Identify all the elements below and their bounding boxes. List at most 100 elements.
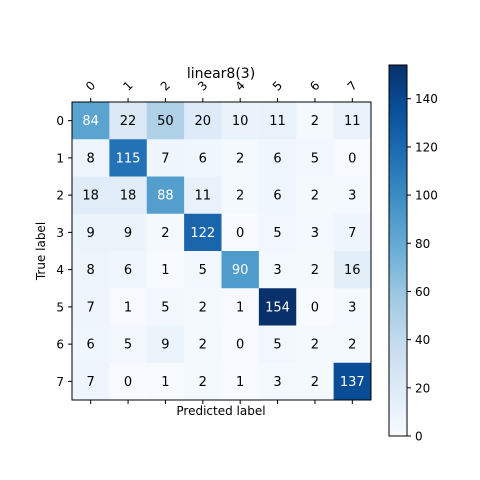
cell-value-label: 6 <box>199 151 207 166</box>
heatmap-cell <box>109 139 148 177</box>
cell-value-label: 2 <box>236 151 244 166</box>
cell-value-label: 122 <box>190 226 215 241</box>
heatmap-cell <box>296 102 335 140</box>
cell-value-label: 0 <box>348 151 356 166</box>
colorbar-gradient <box>389 65 407 436</box>
heatmap-cell <box>109 325 148 364</box>
heatmap-cell <box>146 325 185 364</box>
heatmap-cell <box>184 102 222 140</box>
x-tick-label: 2 <box>158 78 173 93</box>
heatmap-cell <box>72 288 110 326</box>
cell-value-label: 6 <box>273 151 281 166</box>
cell-value-label: 11 <box>195 189 212 204</box>
colorbar-tick-label: 60 <box>415 285 430 299</box>
heatmap-cell <box>72 251 110 289</box>
heatmap-cell <box>296 325 335 364</box>
cell-value-label: 0 <box>311 300 319 315</box>
heatmap-cell <box>72 325 110 364</box>
x-tick-label: 0 <box>83 78 98 93</box>
heatmap-cell <box>109 251 148 289</box>
heatmap-cell <box>221 176 260 215</box>
heatmap-cell <box>72 213 110 252</box>
y-tick-label: 3 <box>56 226 64 240</box>
heatmap-cell <box>146 288 185 326</box>
cell-value-label: 1 <box>161 375 169 390</box>
heatmap-cell <box>296 251 335 289</box>
heatmap-cell <box>109 102 148 140</box>
y-tick-label: 7 <box>56 375 64 389</box>
cell-value-label: 2 <box>348 338 356 353</box>
heatmap-cells: 84 22 50 20 10 11 2 118 115 7 6 2 6 5 018 18 88 11 2 6 2 39 9 2… <box>72 102 372 401</box>
cell-value-label: 0 <box>236 338 244 353</box>
cell-value-label: 9 <box>87 226 95 241</box>
heatmap-cell <box>184 251 222 289</box>
heatmap-cell <box>146 362 185 401</box>
heatmap-cell <box>333 139 372 177</box>
cell-value-label: 11 <box>269 114 286 129</box>
y-axis-label: True label <box>34 222 48 281</box>
heatmap-cell <box>296 288 335 326</box>
cell-value-label: 90 <box>232 263 249 278</box>
heatmap-cell <box>184 325 222 364</box>
heatmap-cell <box>72 139 110 177</box>
cell-value-label: 16 <box>344 263 361 278</box>
y-tick-label: 4 <box>56 263 64 277</box>
cell-value-label: 22 <box>120 114 137 129</box>
heatmap-cell <box>221 325 260 364</box>
cell-value-label: 6 <box>124 263 132 278</box>
heatmap-cell <box>258 251 297 289</box>
heatmap-cell <box>296 213 335 252</box>
cell-value-label: 8 <box>87 263 95 278</box>
cell-value-label: 7 <box>161 151 169 166</box>
cell-value-label: 6 <box>87 338 95 353</box>
heatmap-cell <box>221 362 260 401</box>
cell-value-label: 18 <box>120 189 137 204</box>
cell-value-label: 0 <box>236 226 244 241</box>
colorbar-tick-label: 0 <box>415 430 423 444</box>
heatmap-cell <box>258 176 297 215</box>
cell-value-label: 2 <box>199 338 207 353</box>
heatmap-cell <box>333 251 372 289</box>
heatmap-cell <box>258 325 297 364</box>
cell-value-label: 50 <box>157 114 174 129</box>
y-axis-ticks: 0 1 2 3 4 5 6 7 <box>56 114 72 389</box>
heatmap-cell <box>333 176 372 215</box>
heatmap-cell <box>146 213 185 252</box>
cell-value-label: 3 <box>273 263 281 278</box>
heatmap-cell <box>258 139 297 177</box>
cell-value-label: 2 <box>236 189 244 204</box>
heatmap-cell <box>72 176 110 215</box>
heatmap-cell <box>184 362 222 401</box>
cell-value-label: 3 <box>311 226 319 241</box>
heatmap-cell <box>72 102 110 140</box>
heatmap-cell <box>333 102 372 140</box>
heatmap-cell <box>333 288 372 326</box>
y-tick-label: 1 <box>56 151 64 165</box>
cell-value-label: 6 <box>273 189 281 204</box>
heatmap-cell <box>184 139 222 177</box>
plot-frame <box>71 101 372 401</box>
cell-value-label: 84 <box>82 114 99 129</box>
cell-value-label: 5 <box>273 338 281 353</box>
heatmap-cell <box>146 176 185 215</box>
heatmap-cell <box>184 176 222 215</box>
x-tick-label: 5 <box>270 78 285 93</box>
cell-value-label: 0 <box>124 375 132 390</box>
cell-value-label: 1 <box>161 263 169 278</box>
heatmap-cell <box>146 102 185 140</box>
cell-value-label: 3 <box>273 375 281 390</box>
y-tick-label: 0 <box>56 114 64 128</box>
cell-value-label: 2 <box>311 189 319 204</box>
cell-value-label: 9 <box>161 338 169 353</box>
heatmap-cell <box>109 176 148 215</box>
cell-value-label: 1 <box>236 300 244 315</box>
heatmap-cell <box>72 362 110 401</box>
colorbar-tick-label: 40 <box>415 333 430 347</box>
cell-value-label: 5 <box>124 338 132 353</box>
cell-value-label: 8 <box>87 151 95 166</box>
heatmap-cell <box>184 213 222 252</box>
heatmap-cell <box>258 213 297 252</box>
cell-value-label: 154 <box>265 300 290 315</box>
cell-value-label: 11 <box>344 114 361 129</box>
